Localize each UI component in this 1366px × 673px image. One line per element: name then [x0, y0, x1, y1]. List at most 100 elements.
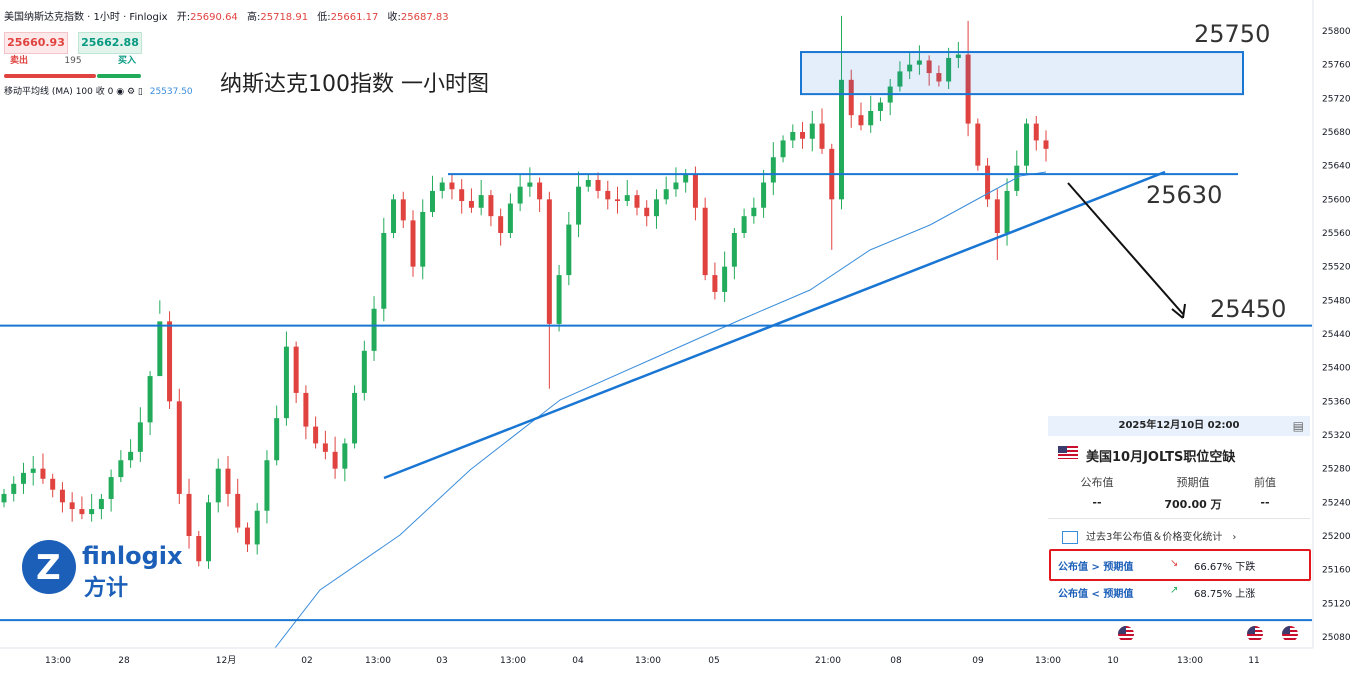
candle-body [98, 498, 104, 510]
candle-body [468, 201, 474, 208]
chart-title: 纳斯达克100指数 一小时图 [220, 72, 489, 97]
candle-body [313, 426, 319, 444]
high-value: 25718.91 [260, 12, 309, 23]
candle-body [235, 493, 241, 528]
time-tick-label: 05 [708, 656, 719, 666]
candle-body [381, 233, 387, 309]
price-tick-label: 25480 [1322, 296, 1351, 306]
stats-link[interactable]: 过去3年公布值＆价格变化统计 › [1062, 528, 1236, 544]
candle-body [361, 350, 367, 393]
settings-icon[interactable]: ⚙ [126, 87, 136, 97]
price-tick-label: 25640 [1322, 162, 1351, 172]
highlight-box [1049, 549, 1311, 581]
candle-body [946, 57, 952, 82]
annotation-25450: 25450 [1210, 295, 1287, 323]
candle-body [566, 224, 572, 276]
candle-body [595, 179, 601, 191]
time-tick-label: 13:00 [365, 656, 391, 666]
calendar-icon[interactable]: ▤ [1292, 419, 1304, 433]
candle-body [790, 132, 796, 141]
candle-body [576, 186, 582, 225]
moving-average-line [274, 171, 1047, 649]
candle-body [498, 216, 504, 233]
time-tick-label: 13:00 [500, 656, 526, 666]
event-flag-icon[interactable] [1282, 626, 1298, 642]
candle-body [167, 321, 173, 402]
candle-body [459, 189, 465, 202]
candle-body [985, 165, 991, 200]
sell-price-box[interactable]: 25660.93 [4, 32, 68, 54]
price-tick-label: 25200 [1322, 532, 1351, 542]
candle-body [147, 376, 153, 423]
candle-body [439, 182, 445, 191]
candle-body [128, 451, 134, 461]
sell-button[interactable]: 卖出 [10, 56, 29, 66]
chart-header: 美国纳斯达克指数 · 1小时 · Finlogix 开:25690.64 高:2… [4, 8, 449, 23]
candle-body [108, 477, 114, 499]
buy-button[interactable]: 买入 [117, 56, 136, 66]
price-tick-label: 25240 [1322, 498, 1351, 508]
candle-body [264, 460, 270, 511]
candle-body [225, 468, 231, 494]
candle-body [644, 207, 650, 217]
open-value: 25690.64 [190, 12, 238, 23]
candle-body [186, 493, 192, 536]
price-tick-label: 25720 [1322, 94, 1351, 104]
candle-body [722, 266, 728, 292]
row2-condition: 公布值 < 预期值 [1058, 589, 1134, 600]
candle-body [118, 460, 124, 478]
delete-icon[interactable]: ▯ [137, 87, 143, 97]
candle-body [371, 308, 377, 351]
row1-condition: 公布值 > 预期值 [1058, 562, 1134, 573]
candle-body [293, 346, 299, 393]
candle-body [89, 509, 95, 515]
candle-body [770, 157, 776, 183]
candle-body [254, 510, 260, 545]
stat-row-below: 公布值 < 预期值 ↗ 68.75% 上涨 [1058, 585, 1255, 600]
candle-body [653, 199, 659, 217]
candle-body [673, 182, 679, 190]
candle-body [858, 115, 864, 126]
event-flag-icon[interactable] [1118, 626, 1134, 642]
buy-price-box[interactable]: 25662.88 [78, 32, 142, 54]
ascending-trendline[interactable] [383, 170, 1166, 480]
candle-body [751, 207, 757, 217]
candle-body [877, 102, 883, 111]
trend-down-icon: ↘ [1170, 558, 1179, 569]
time-tick-label: 03 [436, 656, 447, 666]
candle-body [137, 422, 143, 452]
candle-body [420, 211, 426, 267]
candle-body [975, 123, 981, 166]
candle-body [663, 189, 669, 200]
price-tick-label: 25680 [1322, 128, 1351, 138]
candle-body [20, 472, 26, 484]
candle-body [1004, 190, 1010, 233]
candle-body [994, 199, 1000, 233]
resistance-zone[interactable] [800, 51, 1244, 96]
ma-legend[interactable]: 移动平均线 (MA) 100 收 0 ◉ ⚙ ▯ 25537.50 [4, 84, 193, 97]
candle-body [342, 443, 348, 469]
candle-body [809, 123, 815, 139]
eye-icon[interactable]: ◉ [116, 87, 125, 97]
ma-name: 移动平均线 (MA) [4, 87, 73, 97]
candle-body [322, 443, 328, 452]
forecast-value: 700.00 万 [1164, 498, 1222, 511]
candle-body [868, 110, 874, 126]
price-axis: 25080 25120 25160 25200 25240 25280 25320 25360… [1312, 0, 1351, 648]
candle-body [478, 195, 484, 208]
event-flag-icon[interactable] [1247, 626, 1263, 642]
price-tick-label: 25560 [1322, 229, 1351, 239]
candle-body [916, 60, 922, 65]
logo-cn: 方计 [84, 576, 129, 601]
finlogix-logo: Z finlogix 方计 [22, 540, 182, 601]
price-tick-label: 25320 [1322, 431, 1351, 441]
candle-body [537, 182, 543, 200]
price-tick-label: 25120 [1322, 599, 1351, 609]
candle-body [1043, 140, 1049, 149]
candle-body [838, 79, 844, 200]
low-label: 低: [317, 12, 331, 23]
candle-body [400, 199, 406, 221]
down-arrow-line [1067, 182, 1184, 315]
candle-body [683, 174, 689, 183]
